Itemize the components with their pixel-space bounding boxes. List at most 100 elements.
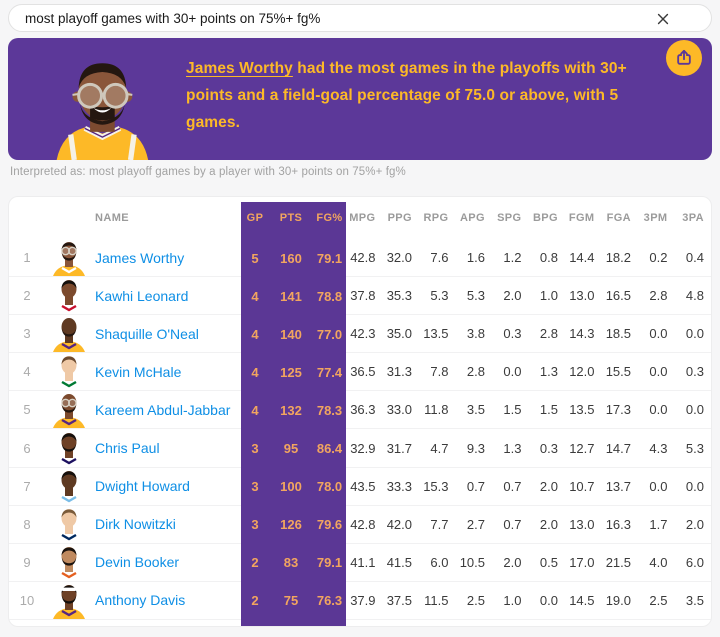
stat-cell-gp: 4 — [251, 402, 259, 418]
stat-cell-rpg: 7.8 — [419, 353, 456, 392]
column-header-apg: APG — [459, 212, 485, 224]
stat-cell-fg%: 78.0 — [316, 479, 343, 495]
stat-cell-fgm: 14.4 — [565, 239, 602, 278]
player-name-link[interactable]: Chris Paul — [95, 440, 160, 457]
search-bar — [8, 4, 712, 32]
stat-cell-fgm: 14.5 — [565, 582, 602, 620]
player-avatar — [45, 353, 93, 392]
player-name-cell: Devin Booker — [93, 544, 241, 582]
player-name-link[interactable]: Shaquille O'Neal — [95, 325, 199, 342]
stat-cell-rpg: 7.6 — [419, 239, 456, 278]
stat-cell-bpg: 2.0 — [528, 468, 565, 506]
stat-cell-apg: 0.7 — [455, 468, 492, 506]
stat-cell-fga: 16.3 — [601, 506, 638, 544]
stat-cell-fg%: 77.4 — [316, 364, 343, 380]
stat-cell-3pm: 0.0 — [638, 315, 675, 354]
stat-cell-3pm: 4.3 — [638, 429, 675, 468]
player-avatar — [45, 468, 93, 506]
player-avatar — [45, 277, 93, 316]
stat-cell-ppg: 37.5 — [382, 582, 419, 620]
table-row: 1 James Worthy 5 160 79.1 42.8 32.0 7.6 1.6 1.2 0.… — [9, 239, 711, 278]
player-name-link[interactable]: James Worthy — [95, 249, 185, 266]
player-name-cell: Dwight Howard — [93, 468, 241, 506]
stat-cell-gp: 3 — [251, 517, 259, 533]
stat-cell-spg: 1.0 — [492, 582, 529, 620]
player-name-cell: Anthony Davis — [93, 582, 241, 620]
column-header-fg%: FG% — [316, 212, 343, 224]
answer-line-1: James Worthy had the most games in the p… — [186, 55, 676, 82]
rank-cell: 3 — [9, 315, 45, 354]
stat-cell-fg%: 76.3 — [316, 593, 343, 609]
table-header-row: NAME GP PTS FG% MPG PPG RPG APG SPG BPG FGM FGA 3PM 3… — [9, 197, 711, 239]
stat-cell-fga: 18.5 — [601, 315, 638, 354]
player-illustration — [32, 42, 164, 160]
player-name-link[interactable]: Kevin McHale — [95, 363, 182, 380]
table-row: 8 Dirk Nowitzki 3 126 79.6 42.8 42.0 7.7 2.7 0.7 2… — [9, 506, 711, 544]
player-name-link[interactable]: Kawhi Leonard — [95, 287, 189, 304]
answer-line-2: points and a field-goal percentage of 75… — [186, 87, 619, 131]
clear-search-button[interactable] — [651, 7, 675, 31]
player-name-cell: Chris Paul — [93, 429, 241, 468]
stat-cell-mpg: 32.9 — [346, 429, 383, 468]
stat-cell-mpg: 37.8 — [346, 277, 383, 316]
stat-cell-ppg: 42.0 — [382, 506, 419, 544]
player-avatar — [45, 506, 93, 544]
rank-cell: 1 — [9, 239, 45, 278]
stat-cell-apg: 2.7 — [455, 506, 492, 544]
stat-cell-rpg: 4.7 — [419, 429, 456, 468]
stat-cell-fgm: 13.5 — [565, 391, 602, 430]
stat-cell-3pa: 0.0 — [674, 315, 711, 354]
stat-cell-spg: 1.3 — [492, 429, 529, 468]
stat-cell-3pm: 1.7 — [638, 506, 675, 544]
stat-cell-spg: 1.2 — [492, 239, 529, 278]
stat-cell-fga: 19.0 — [601, 582, 638, 620]
table-row: 2 Kawhi Leonard 4 141 78.8 37.8 35.3 5.3 5.3 2.0 1… — [9, 277, 711, 316]
rank-cell: 5 — [9, 391, 45, 430]
stat-cell-3pm: 2.8 — [638, 277, 675, 316]
stat-cell-bpg: 2.0 — [528, 506, 565, 544]
stat-cell-mpg: 36.3 — [346, 391, 383, 430]
close-icon — [655, 11, 671, 27]
stat-cell-apg: 3.8 — [455, 315, 492, 354]
table-row: 7 Dwight Howard 3 100 78.0 43.5 33.3 15.3 0.7 0.7… — [9, 468, 711, 506]
stat-cell-3pm: 4.0 — [638, 544, 675, 582]
rank-cell: 8 — [9, 506, 45, 544]
stat-cell-pts: 160 — [280, 250, 302, 266]
stat-cell-fgm: 13.0 — [565, 506, 602, 544]
stat-cell-fgm: 17.0 — [565, 544, 602, 582]
stat-cell-bpg: 0.8 — [528, 239, 565, 278]
stat-cell-ppg: 31.3 — [382, 353, 419, 392]
rank-cell: 9 — [9, 544, 45, 582]
player-avatar — [45, 391, 93, 430]
share-button[interactable] — [666, 40, 702, 76]
player-name-link[interactable]: Devin Booker — [95, 554, 180, 571]
stat-cell-fg%: 79.1 — [316, 555, 343, 571]
stat-cell-spg: 2.0 — [492, 277, 529, 316]
table-body: 1 James Worthy 5 160 79.1 42.8 32.0 7.6 1.6 1.2 0.… — [9, 239, 711, 620]
stat-cell-mpg: 41.1 — [346, 544, 383, 582]
stat-cell-bpg: 1.3 — [528, 353, 565, 392]
player-name-link[interactable]: Dirk Nowitzki — [95, 516, 176, 533]
stat-cell-ppg: 31.7 — [382, 429, 419, 468]
player-subject-link[interactable]: James Worthy — [186, 60, 293, 77]
player-name-link[interactable]: Kareem Abdul-Jabbar — [95, 401, 231, 418]
player-name-cell: Kevin McHale — [93, 353, 241, 392]
player-name-link[interactable]: Anthony Davis — [95, 592, 186, 609]
table-row: 9 Devin Booker 2 83 79.1 41.1 41.5 6.0 10.5 2.0 0.… — [9, 544, 711, 582]
stat-cell-fga: 17.3 — [601, 391, 638, 430]
stat-cell-mpg: 42.8 — [346, 239, 383, 278]
stat-cell-rpg: 7.7 — [419, 506, 456, 544]
stat-cell-ppg: 33.0 — [382, 391, 419, 430]
player-name-link[interactable]: Dwight Howard — [95, 478, 190, 495]
player-avatar — [45, 582, 93, 620]
stat-cell-bpg: 0.3 — [528, 429, 565, 468]
stat-cell-fgm: 13.0 — [565, 277, 602, 316]
player-avatar — [45, 239, 93, 278]
rank-cell: 2 — [9, 277, 45, 316]
stat-cell-rpg: 11.8 — [419, 391, 456, 430]
column-header-ppg: PPG — [387, 212, 412, 224]
column-header-rpg: RPG — [423, 212, 449, 224]
stat-cell-fg%: 78.3 — [316, 402, 343, 418]
share-icon — [674, 48, 694, 68]
search-input[interactable] — [9, 10, 711, 26]
